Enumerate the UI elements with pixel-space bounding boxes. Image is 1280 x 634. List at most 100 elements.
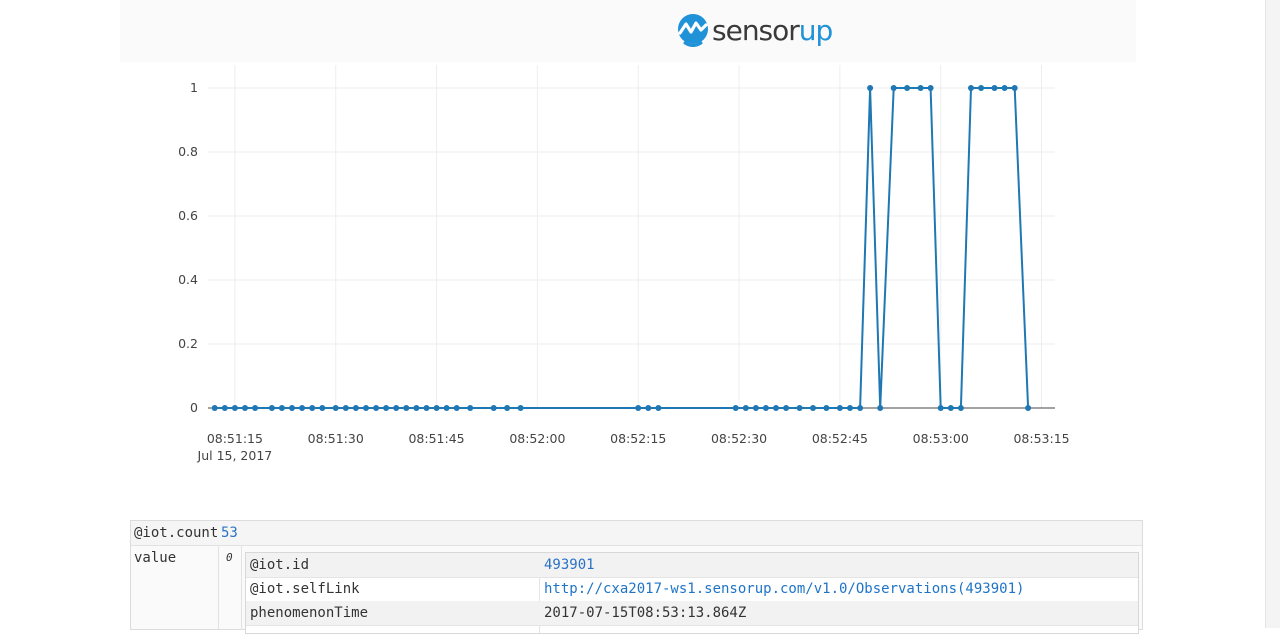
json-row: phenomenonTime 2017-07-15T08:53:13.864Z [246,601,1138,626]
array-index-label: 0 [226,551,233,564]
data-point [927,85,934,91]
data-point [332,405,339,411]
data-point [836,405,843,411]
json-value: 2017-07-15T08:53:13.864Z [544,605,747,621]
data-point [443,405,450,411]
data-point [413,405,420,411]
data-point [352,405,359,411]
data-point [467,405,474,411]
data-point [783,405,790,411]
chart-grid [208,65,1055,408]
header-bar: sensorup [120,0,1136,62]
data-point [504,405,511,411]
data-point [947,405,954,411]
json-key: @iot.selfLink [250,581,360,597]
x-tick-label: 08:51:15 [207,431,263,446]
data-point [393,405,400,411]
data-point [1025,405,1032,411]
data-point [242,405,248,411]
data-point [309,405,316,411]
json-value: 53 [221,525,238,541]
data-point [742,405,749,411]
json-value: 493901 [544,557,595,573]
json-object: @iot.id 493901 @iot.selfLink http://cxa2… [245,552,1139,634]
data-point [968,85,974,91]
y-tick-label: 0.2 [178,336,198,351]
x-tick-label: 08:51:30 [308,431,364,446]
data-point [645,405,652,411]
json-key: phenomenonTime [250,605,369,621]
data-point [904,85,911,91]
data-point [363,405,369,411]
data-point [231,405,238,411]
data-point [762,405,769,411]
json-key: value [134,550,177,566]
series-points [211,85,1032,411]
sensorup-logo-icon [678,14,708,47]
brand-name-dark: sensor [712,13,800,47]
x-tick-date-label: Jul 15, 2017 [197,448,273,463]
data-point [342,405,349,411]
data-point [991,85,998,91]
data-point [847,405,853,411]
data-point [655,405,662,411]
json-row-count: @iot.count 53 [131,521,1142,546]
data-point [433,405,440,411]
data-point [796,405,803,411]
data-point [383,405,390,411]
x-axis-ticks: 08:51:15 Jul 15, 2017 08:51:30 08:51:45 08:5… [197,431,1070,463]
data-point [1011,85,1018,91]
data-point [299,405,306,411]
data-point [1001,85,1008,91]
self-link[interactable]: http://cxa2017-ws1.sensorup.com/v1.0/Obs… [544,581,1025,597]
json-viewer: @iot.count 53 value 0 @iot.id 493901 @io… [130,520,1143,634]
y-axis-ticks: 0 0.2 0.4 0.6 0.8 1 [178,80,198,415]
array-index: 0 [219,546,242,630]
data-point [517,405,524,411]
json-value-array: 0 @iot.id 493901 @iot.selfLink http://cx… [218,546,1143,634]
x-tick-label: 08:52:00 [509,431,565,446]
series-line [214,87,1030,409]
data-point [857,405,864,411]
json-row: @iot.id 493901 [246,553,1138,578]
data-point [268,405,275,411]
x-tick-label: 08:52:45 [812,431,868,446]
data-point [867,85,874,91]
data-point [810,405,816,411]
data-point [823,405,830,411]
data-point [319,405,326,411]
data-point [289,405,295,411]
page-scrollbar[interactable] [1265,0,1280,628]
y-tick-label: 0 [190,400,198,415]
data-point [635,405,642,411]
x-tick-label: 08:53:15 [1013,431,1069,446]
x-tick-label: 08:51:45 [408,431,464,446]
data-point [211,405,218,411]
data-point [978,85,985,91]
data-point [423,405,430,411]
data-point [752,405,759,411]
data-point [221,405,228,411]
column-separator [539,553,540,633]
x-tick-label: 08:52:15 [610,431,666,446]
chart-panel: 0 0.2 0.4 0.6 0.8 1 08:51:15 Jul 15, 2017 08:51… [120,62,1136,508]
sensorup-logo[interactable]: sensorup [676,10,834,50]
brand-name-blue: up [798,13,834,47]
y-tick-label: 0.8 [178,144,198,159]
brand-name: sensorup [712,13,834,47]
data-point [773,405,779,411]
data-point [453,405,460,411]
data-point [732,405,739,411]
y-tick-label: 0.4 [178,272,198,287]
json-row: @iot.selfLink http://cxa2017-ws1.sensoru… [246,577,1138,602]
data-point [957,405,964,411]
x-tick-label: 08:53:00 [913,431,969,446]
y-tick-label: 0.6 [178,208,198,223]
data-point [877,405,884,411]
json-key: @iot.count [134,525,219,541]
x-tick-label: 08:52:30 [711,431,767,446]
data-point [937,405,944,411]
data-point [490,405,497,411]
data-point [917,85,924,91]
